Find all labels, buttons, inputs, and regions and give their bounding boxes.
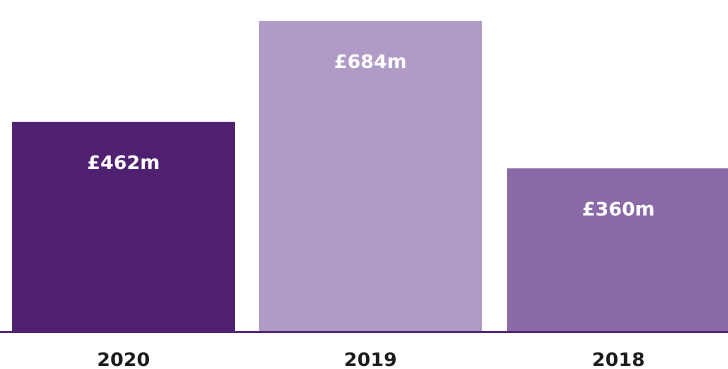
x-tick-label-2019: 2019 [344, 349, 397, 369]
x-tick-label-2020: 2020 [97, 349, 150, 369]
bar-2018 [507, 168, 728, 332]
tick-labels-group: 2020 2019 2018 [97, 349, 645, 369]
bar-labels-group: £462m £684m £360m [87, 51, 655, 220]
x-tick-label-2018: 2018 [592, 349, 645, 369]
data-label-2019: £684m [334, 51, 407, 73]
bar-2020 [12, 121, 235, 332]
data-label-2018: £360m [582, 198, 655, 220]
bar-2019 [259, 20, 482, 333]
data-label-2020: £462m [87, 152, 160, 174]
bars-group [12, 20, 728, 333]
